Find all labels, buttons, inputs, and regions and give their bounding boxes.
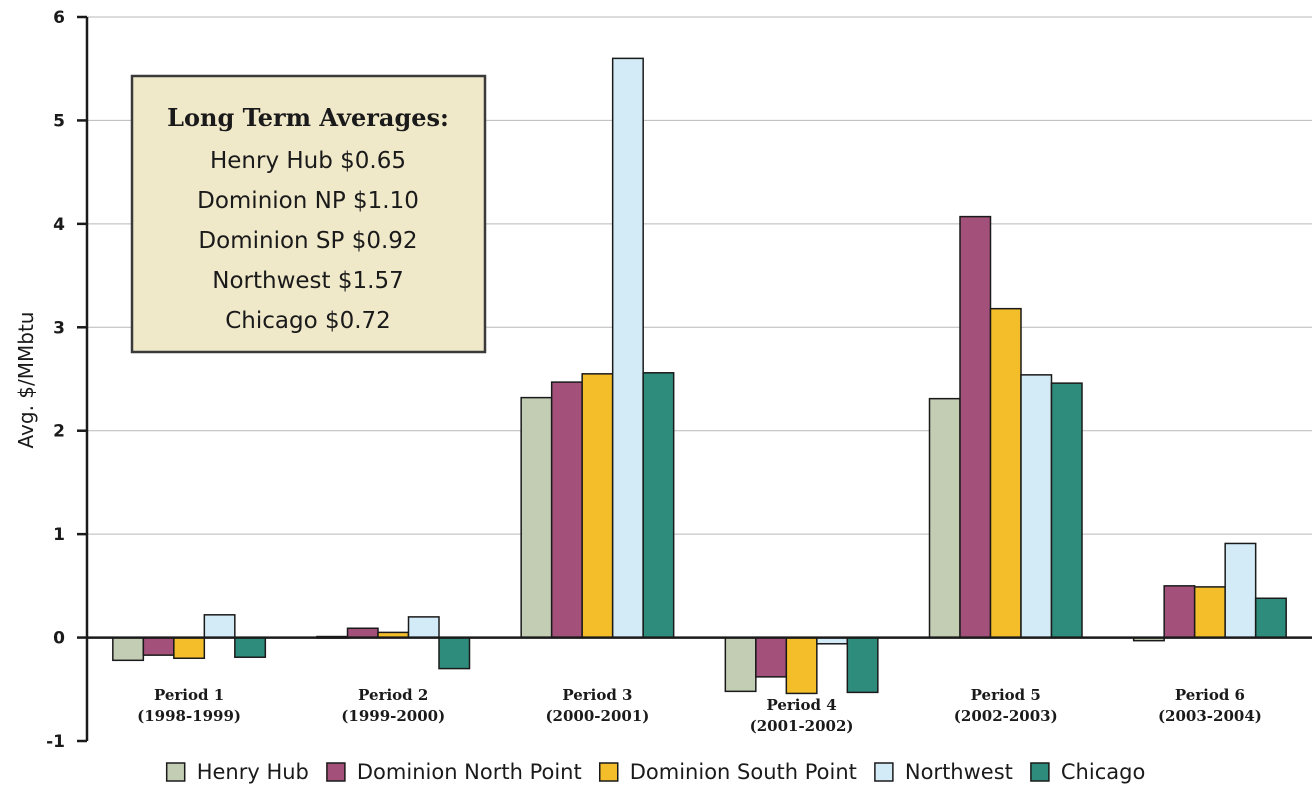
y-tick-label: 2: [53, 422, 65, 442]
legend-label-chicago: Chicago: [1061, 760, 1145, 784]
bar-henry-hub-3: [520, 396, 553, 639]
bar-dominion-north-point-3: [550, 381, 583, 639]
bar-northwest-1: [203, 614, 236, 639]
bar-northwest-2: [407, 616, 440, 639]
bars: [112, 57, 1287, 695]
category-label: (2000-2001): [545, 707, 649, 725]
bar-chicago-1: [234, 636, 267, 658]
bar-chicago-5: [1050, 382, 1083, 639]
axes: [77, 15, 1312, 743]
bar-chicago-4: [846, 636, 879, 694]
bar-dominion-north-point-1: [142, 636, 175, 656]
category-label: (2003-2004): [1158, 707, 1262, 725]
bar-chicago-2: [438, 636, 471, 670]
bar-henry-hub-1: [112, 636, 145, 662]
category-label: Period 4: [766, 696, 836, 714]
legend-label-northwest: Northwest: [905, 760, 1013, 784]
legend-swatch-northwest: [874, 762, 894, 782]
bar-dominion-south-point-3: [581, 373, 614, 639]
annotation-background: [130, 74, 487, 354]
bar-henry-hub-4: [724, 636, 757, 693]
bar-northwest-3: [611, 57, 644, 639]
category-label: (1999-2000): [341, 707, 445, 725]
y-tick-label: 0: [53, 629, 65, 649]
category-label: Period 3: [562, 686, 632, 704]
annotation-line-dominion-np: Dominion NP $1.10: [197, 188, 419, 214]
bar-dominion-north-point-6: [1163, 585, 1196, 639]
annotation-line-northwest: Northwest $1.57: [212, 268, 403, 294]
y-tick-label: 1: [53, 525, 65, 545]
y-tick-label: 3: [53, 318, 65, 338]
annotation-box: Long Term Averages: Henry Hub $0.65 Domi…: [130, 74, 487, 354]
y-axis-label: Avg. $/MMbtu: [14, 312, 38, 449]
bar-henry-hub-5: [928, 397, 961, 639]
bar-northwest-5: [1020, 374, 1053, 639]
legend-label-dominion-south-point: Dominion South Point: [630, 760, 857, 784]
legend-swatch-dominion-south-point: [598, 762, 619, 782]
category-label: Period 6: [1175, 686, 1245, 704]
category-label: (2001-2002): [750, 717, 854, 735]
legend-label-dominion-north-point: Dominion North Point: [357, 760, 582, 784]
bar-chicago-3: [642, 372, 675, 639]
category-label: Period 2: [358, 686, 428, 704]
bar-dominion-north-point-2: [346, 627, 379, 639]
bar-dominion-north-point-4: [755, 636, 788, 678]
category-label: Period 5: [971, 686, 1041, 704]
bar-dominion-south-point-1: [173, 636, 206, 660]
y-tick-label: 4: [53, 215, 65, 235]
category-label: (1998-1999): [137, 707, 241, 725]
bar-northwest-6: [1224, 542, 1257, 639]
bar-dominion-north-point-5: [959, 215, 992, 639]
legend: Henry Hub Dominion North Point Dominion So…: [165, 760, 1145, 784]
bar-chicago-6: [1254, 597, 1287, 639]
annotation-line-dominion-sp: Dominion SP $0.92: [198, 228, 417, 254]
category-label: Period 1: [154, 686, 224, 704]
annotation-line-henry-hub: Henry Hub $0.65: [210, 148, 406, 174]
y-tick-label: -1: [46, 732, 65, 752]
legend-swatch-chicago: [1030, 762, 1050, 782]
bar-dominion-south-point-6: [1193, 586, 1226, 639]
category-label: (2002-2003): [954, 707, 1058, 725]
legend-swatch-henry-hub: [165, 762, 186, 782]
bar-dominion-south-point-4: [785, 636, 818, 695]
legend-swatch-dominion-north-point: [326, 762, 346, 782]
annotation-line-chicago: Chicago $0.72: [225, 308, 391, 334]
legend-label-henry-hub: Henry Hub: [197, 760, 309, 784]
annotation-title: Long Term Averages:: [167, 103, 449, 132]
y-tick-label: 6: [53, 8, 65, 28]
bar-dominion-south-point-5: [989, 307, 1022, 639]
axis-labels: -1 0 1 2 3 4 5 6 Period 1 (1998-1999) Period 2 (199…: [46, 8, 1262, 752]
y-tick-label: 5: [53, 111, 65, 131]
